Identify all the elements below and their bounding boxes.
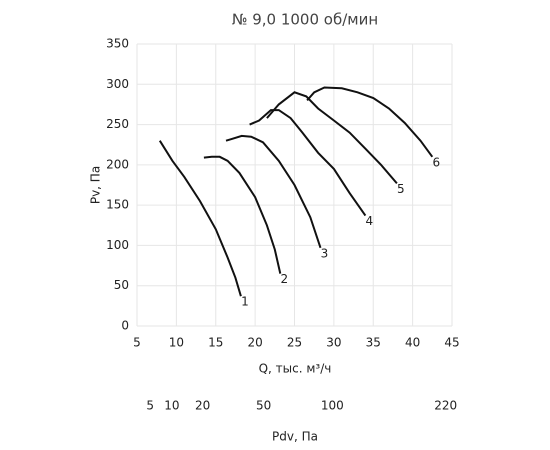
x-tick-label: 15 bbox=[208, 336, 223, 350]
x2-tick-label: 100 bbox=[321, 399, 344, 413]
curve bbox=[225, 134, 322, 249]
series-label: 1 bbox=[241, 295, 249, 309]
x-tick-label: 45 bbox=[444, 336, 459, 350]
y-tick-label: 200 bbox=[106, 157, 129, 171]
curve bbox=[158, 140, 242, 297]
x-tick-label: 35 bbox=[366, 336, 381, 350]
y-tick-label: 0 bbox=[121, 319, 129, 333]
x-tick-label: 25 bbox=[287, 336, 302, 350]
x-axis-label: Q, тыс. м³/ч bbox=[259, 362, 332, 376]
y-axis-label: Pv, Па bbox=[89, 166, 103, 204]
x-tick-label: 10 bbox=[169, 336, 184, 350]
x2-axis-label: Pdv, Па bbox=[272, 430, 318, 444]
series-label: 5 bbox=[397, 182, 405, 196]
x2-tick-label: 20 bbox=[195, 399, 210, 413]
chart-title: № 9,0 1000 об/мин bbox=[232, 11, 378, 29]
series-label: 2 bbox=[281, 272, 289, 286]
x2-tick-label: 5 bbox=[146, 399, 154, 413]
y-tick-label: 350 bbox=[106, 37, 129, 51]
x2-tick-label: 50 bbox=[256, 399, 271, 413]
curve bbox=[203, 155, 282, 274]
x2-tick-label: 10 bbox=[164, 399, 179, 413]
y-tick-label: 250 bbox=[106, 117, 129, 131]
curve bbox=[266, 91, 398, 185]
x-tick-label: 40 bbox=[405, 336, 420, 350]
y-tick-label: 300 bbox=[106, 77, 129, 91]
y-tick-label: 100 bbox=[106, 238, 129, 252]
y-tick-label: 150 bbox=[106, 198, 129, 212]
x-tick-label: 5 bbox=[133, 336, 141, 350]
curve bbox=[306, 86, 434, 158]
y-tick-label: 50 bbox=[114, 278, 129, 292]
series-label: 3 bbox=[321, 246, 329, 260]
x-tick-label: 20 bbox=[247, 336, 262, 350]
x-tick-label: 30 bbox=[326, 336, 341, 350]
x2-tick-label: 220 bbox=[434, 399, 457, 413]
series-label: 4 bbox=[366, 214, 374, 228]
series-label: 6 bbox=[432, 155, 440, 169]
curve bbox=[249, 109, 367, 217]
